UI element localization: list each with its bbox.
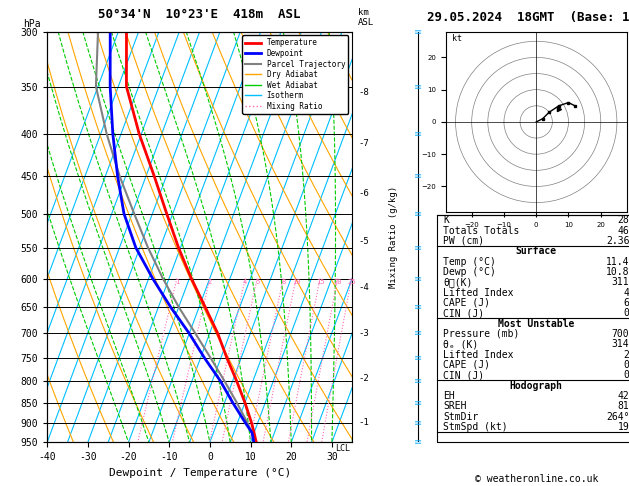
Text: 11.4: 11.4 <box>606 257 629 266</box>
Text: K: K <box>443 215 449 225</box>
Text: StmSpd (kt): StmSpd (kt) <box>443 422 508 432</box>
Text: ≡: ≡ <box>415 302 422 312</box>
Text: Most Unstable: Most Unstable <box>498 319 574 329</box>
Text: ≡: ≡ <box>415 171 422 181</box>
Text: CIN (J): CIN (J) <box>443 308 484 318</box>
Text: 81: 81 <box>618 401 629 411</box>
Text: 264°: 264° <box>606 412 629 422</box>
Text: 700: 700 <box>612 329 629 339</box>
Text: ≡: ≡ <box>415 398 422 408</box>
Text: ≡: ≡ <box>415 418 422 428</box>
Text: 0: 0 <box>623 370 629 381</box>
Text: -2: -2 <box>359 374 369 383</box>
Text: -5: -5 <box>359 237 369 246</box>
Text: CAPE (J): CAPE (J) <box>443 298 490 308</box>
Text: Hodograph: Hodograph <box>509 381 563 391</box>
Text: -3: -3 <box>359 330 369 338</box>
Text: -6: -6 <box>359 189 369 197</box>
Text: ≡: ≡ <box>415 437 422 447</box>
Text: -1: -1 <box>359 418 369 428</box>
Text: 5: 5 <box>255 278 259 284</box>
Text: 50°34'N  10°23'E  418m  ASL: 50°34'N 10°23'E 418m ASL <box>99 8 301 21</box>
Legend: Temperature, Dewpoint, Parcel Trajectory, Dry Adiabat, Wet Adiabat, Isotherm, Mi: Temperature, Dewpoint, Parcel Trajectory… <box>242 35 348 114</box>
Text: km
ASL: km ASL <box>359 8 374 28</box>
Text: 2: 2 <box>208 278 212 284</box>
Text: Lifted Index: Lifted Index <box>443 349 514 360</box>
Text: 4: 4 <box>623 288 629 297</box>
Text: Temp (°C): Temp (°C) <box>443 257 496 266</box>
Text: 6: 6 <box>623 298 629 308</box>
Text: 0: 0 <box>623 360 629 370</box>
Text: 19: 19 <box>618 422 629 432</box>
Text: EH: EH <box>443 391 455 401</box>
Text: 42: 42 <box>618 391 629 401</box>
Text: 4: 4 <box>243 278 247 284</box>
Text: θₑ (K): θₑ (K) <box>443 339 478 349</box>
Text: -7: -7 <box>359 139 369 148</box>
Text: CAPE (J): CAPE (J) <box>443 360 490 370</box>
X-axis label: Dewpoint / Temperature (°C): Dewpoint / Temperature (°C) <box>109 468 291 478</box>
Text: CIN (J): CIN (J) <box>443 370 484 381</box>
Text: ≡: ≡ <box>415 274 422 283</box>
Text: 46: 46 <box>618 226 629 236</box>
Text: ≡: ≡ <box>415 129 422 139</box>
Text: 15: 15 <box>316 278 324 284</box>
Text: 10.8: 10.8 <box>606 267 629 277</box>
Text: © weatheronline.co.uk: © weatheronline.co.uk <box>474 473 598 484</box>
Text: kt: kt <box>452 35 462 43</box>
Text: 25: 25 <box>347 278 356 284</box>
Text: 0: 0 <box>623 308 629 318</box>
Text: ≡: ≡ <box>415 27 422 36</box>
Text: hPa: hPa <box>23 19 41 29</box>
Text: 8: 8 <box>281 278 286 284</box>
Text: Pressure (mb): Pressure (mb) <box>443 329 520 339</box>
Text: 314: 314 <box>612 339 629 349</box>
Text: Mixing Ratio (g/kg): Mixing Ratio (g/kg) <box>389 186 398 288</box>
Text: ≡: ≡ <box>415 208 422 219</box>
Text: StmDir: StmDir <box>443 412 478 422</box>
Text: Surface: Surface <box>516 246 557 256</box>
Text: PW (cm): PW (cm) <box>443 236 484 246</box>
Text: 29.05.2024  18GMT  (Base: 12): 29.05.2024 18GMT (Base: 12) <box>428 11 629 24</box>
Text: ≡: ≡ <box>415 376 422 386</box>
Text: θᴇ(K): θᴇ(K) <box>443 277 472 287</box>
Text: 28: 28 <box>618 215 629 225</box>
Text: SREH: SREH <box>443 401 467 411</box>
Text: ≡: ≡ <box>415 353 422 363</box>
Text: 2.36: 2.36 <box>606 236 629 246</box>
Text: 20: 20 <box>333 278 342 284</box>
Text: ≡: ≡ <box>415 243 422 253</box>
Text: ≡: ≡ <box>415 82 422 91</box>
Text: Lifted Index: Lifted Index <box>443 288 514 297</box>
Text: LCL: LCL <box>335 444 350 452</box>
Text: 2: 2 <box>623 349 629 360</box>
Text: -4: -4 <box>359 283 369 293</box>
Text: -8: -8 <box>359 88 369 97</box>
Text: 311: 311 <box>612 277 629 287</box>
Text: ≡: ≡ <box>415 329 422 338</box>
Text: 10: 10 <box>292 278 300 284</box>
Text: Dewp (°C): Dewp (°C) <box>443 267 496 277</box>
Text: Totals Totals: Totals Totals <box>443 226 520 236</box>
Text: 1: 1 <box>175 278 179 284</box>
